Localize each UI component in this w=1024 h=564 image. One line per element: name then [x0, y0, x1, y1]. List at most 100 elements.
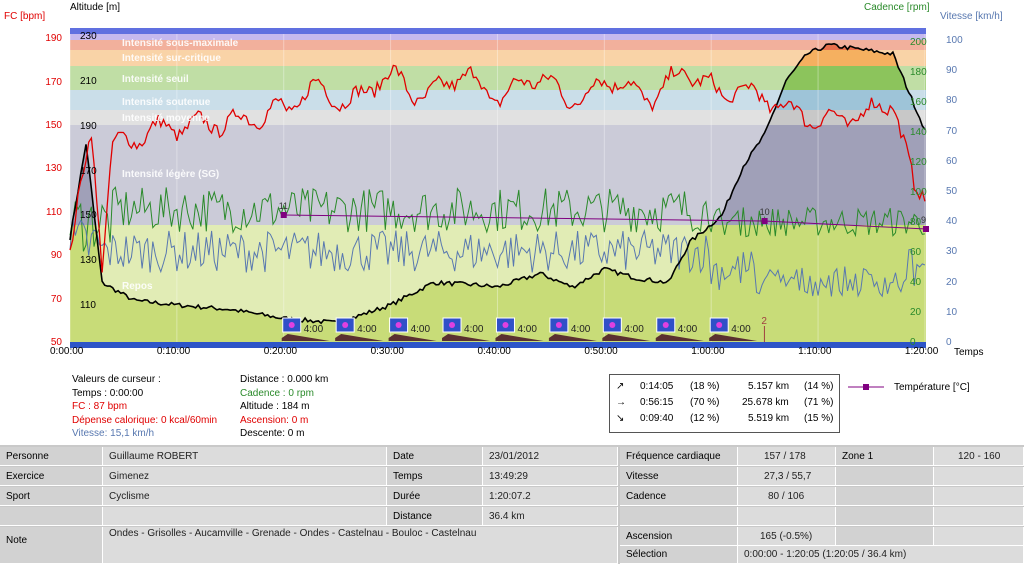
distance-value: 36.4 km — [483, 507, 618, 526]
empty-label — [0, 507, 103, 526]
tick-label: 70 — [50, 293, 62, 305]
cadence-value: 80 / 106 — [738, 487, 836, 506]
zone-label: Intensité seuil — [122, 74, 189, 85]
heart-rate-line — [69, 64, 926, 273]
exercice-value: Gimenez — [103, 467, 387, 486]
interval-flag-dot — [716, 322, 723, 328]
interval-flag-dot — [395, 322, 402, 328]
interval-ramp — [281, 334, 330, 341]
zone-band — [70, 34, 926, 40]
interval-ramp — [442, 334, 491, 341]
session-info-table: Personne Guillaume ROBERT Exercice Gimen… — [0, 445, 1024, 564]
interval-ramp — [495, 334, 544, 341]
temps-value: 13:49:29 — [483, 467, 618, 486]
tick-label: 200 — [910, 36, 927, 48]
cursor-title: Valeurs de curseur : — [72, 374, 161, 385]
tick-label: 80 — [946, 95, 958, 107]
cadence-label: Cadence — [620, 487, 738, 506]
interval-ramp — [655, 334, 704, 341]
tick-label: 120 — [910, 156, 927, 168]
interval-flag-dot — [288, 322, 295, 328]
vitesse-label: Vitesse — [620, 467, 738, 486]
time-axis-title: Temps — [954, 347, 984, 358]
empty-value — [103, 507, 387, 526]
tick-label: 190 — [80, 120, 97, 132]
ascension-value: 165 (-0.5%) — [738, 527, 836, 546]
zone-label: Intensité sur-critique — [122, 53, 221, 64]
sport-label: Sport — [0, 487, 103, 506]
zone-band — [70, 110, 926, 125]
filler-6 — [934, 507, 1024, 526]
zone-band — [70, 50, 926, 66]
interval-label: 4:00 — [517, 324, 537, 335]
cursor-cadence: Cadence : 0 rpm — [240, 387, 314, 399]
distance-label: Distance — [387, 507, 483, 526]
date-value: 23/01/2012 — [483, 447, 618, 466]
interval-label: 4:00 — [624, 324, 644, 335]
tick-label: 40 — [910, 276, 922, 288]
tick-label: 50 — [50, 337, 62, 348]
exercice-label: Exercice — [0, 467, 103, 486]
tick-label: 160 — [910, 96, 927, 108]
fc-label: Fréquence cardiaque — [620, 447, 738, 466]
tick-label: 50 — [946, 186, 958, 198]
top-axis-bar — [70, 28, 926, 34]
cursor-altitude: Altitude : 184 m — [240, 401, 310, 412]
tick-label: 130 — [80, 255, 97, 267]
selection-value: 0:00:00 - 1:20:05 (1:20:05 / 36.4 km) — [738, 546, 1024, 564]
interval-ramp — [602, 334, 651, 341]
interval-label: 4:00 — [411, 324, 431, 335]
tick-label: 0:20:00 — [263, 346, 298, 357]
ascension-label: Ascension — [620, 527, 738, 546]
tick-label: 70 — [946, 125, 958, 137]
altitude-axis-title: Altitude [m] — [70, 2, 121, 13]
interval-label: 4:00 — [731, 324, 751, 335]
speed-axis-title: Vitesse [km/h] — [940, 11, 1003, 22]
note-value: Ondes - Grisolles - Aucamville - Grenade… — [103, 527, 618, 564]
tick-label: 110 — [46, 206, 62, 218]
tick-label: 100 — [910, 186, 927, 198]
tick-label: 40 — [946, 216, 958, 228]
selection-label: Sélection — [620, 546, 738, 564]
activity-chart[interactable]: 11 10 9 4:00 4:00 4:00 4:00 4:00 4:00 4:00 4:00 4:0… — [0, 0, 1024, 370]
duree-label: Durée — [387, 487, 483, 506]
interval-ramp — [548, 334, 597, 341]
interval-label: 4:00 — [571, 324, 591, 335]
arrow-down-icon: ↘ — [616, 413, 625, 424]
tick-label: 0 — [910, 337, 916, 348]
stat-row-down: ↘ 0:09:40 (12 %) 5.519 km (15 %) — [610, 411, 839, 427]
tick-label: 60 — [946, 155, 958, 167]
personne-label: Personne — [0, 447, 103, 466]
temperature-label: 10 — [760, 207, 770, 217]
zone-label: Intensité sous-maximale — [122, 38, 239, 49]
tick-label: 80 — [910, 216, 922, 228]
interval-flag-dot — [449, 322, 456, 328]
stat-row-up: ↗ 0:14:05 (18 %) 5.157 km (14 %) — [610, 379, 839, 395]
cursor-distance: Distance : 0.000 km — [240, 374, 329, 385]
temperature-legend-icon — [848, 384, 884, 390]
tick-label: 170 — [45, 76, 62, 88]
tick-label: 130 — [45, 163, 62, 175]
grid — [69, 34, 926, 342]
tick-label: 0:40:00 — [477, 346, 511, 357]
interval-flag-dot — [662, 322, 669, 328]
interval-ramp — [335, 334, 384, 341]
tick-label: 20 — [910, 306, 922, 318]
speed-line — [69, 218, 926, 298]
cursor-speed: Vitesse: 15,1 km/h — [72, 428, 155, 439]
personne-value: Guillaume ROBERT — [103, 447, 387, 466]
duree-value: 1:20:07.2 — [483, 487, 618, 506]
fc-value: 157 / 178 — [738, 447, 836, 466]
note-label: Note — [0, 527, 103, 564]
filler-3 — [836, 487, 934, 506]
cursor-descente: Descente: 0 m — [240, 428, 305, 439]
cursor-time: Temps : 0:00:00 — [72, 387, 144, 399]
cursor-ascension: Ascension: 0 m — [240, 414, 309, 426]
cursor-values-col1: Valeurs de curseur : Temps : 0:00:00 FC … — [72, 373, 217, 441]
lap-label: 2 — [761, 316, 767, 327]
tick-label: 90 — [50, 250, 62, 262]
tick-label: 20 — [946, 276, 958, 288]
time-axis-bar — [70, 342, 926, 348]
tick-label: 0:00:00 — [50, 346, 84, 357]
filler-5 — [836, 507, 934, 526]
